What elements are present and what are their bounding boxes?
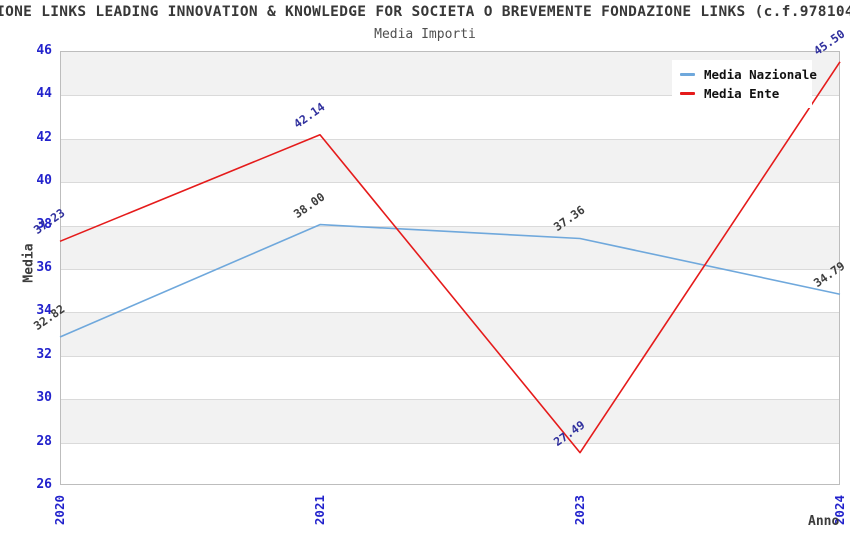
legend-label-media-nazionale: Media Nazionale <box>704 67 817 82</box>
grid-band <box>61 399 839 443</box>
chart-subtitle: Media Importi <box>374 27 476 42</box>
x-tick-label: 2020 <box>52 495 67 526</box>
grid-band <box>61 312 839 356</box>
y-tick-label: 42 <box>36 129 52 145</box>
gridline <box>61 138 839 140</box>
x-axis-title: Anno <box>808 514 840 529</box>
legend-swatch-media-ente <box>680 92 695 95</box>
y-tick-label: 32 <box>36 346 52 362</box>
y-tick-label: 30 <box>36 390 52 406</box>
y-tick-label: 34 <box>36 303 52 319</box>
gridline <box>61 312 839 314</box>
y-axis-title: Media <box>21 243 37 283</box>
y-tick-label: 44 <box>36 86 52 102</box>
y-tick-label: 36 <box>36 260 52 275</box>
grid-band <box>61 225 839 269</box>
gridline <box>61 225 839 227</box>
chart-title: IONE LINKS LEADING INNOVATION & KNOWLEDG… <box>0 4 850 20</box>
legend-item-media-nazionale: Media Nazionale <box>680 65 817 84</box>
legend: Media Nazionale Media Ente <box>672 60 817 108</box>
y-tick-label: 28 <box>36 433 52 449</box>
x-tick-label: 2023 <box>572 495 587 526</box>
y-tick-label: 26 <box>36 477 52 492</box>
gridline <box>61 355 839 357</box>
legend-item-media-ente: Media Ente <box>680 84 804 103</box>
y-tick-label: 46 <box>36 43 52 58</box>
y-tick-label: 40 <box>36 173 52 189</box>
legend-label-media-ente: Media Ente <box>704 86 780 101</box>
legend-swatch-media-nazionale <box>680 73 695 76</box>
y-tick-label: 38 <box>36 216 52 232</box>
gridline <box>61 399 839 401</box>
plot-area <box>60 51 840 485</box>
gridline <box>61 442 839 444</box>
gridline <box>61 269 839 270</box>
x-tick-label: 2021 <box>312 495 327 526</box>
gridline <box>61 182 839 184</box>
grid-band <box>61 138 839 183</box>
